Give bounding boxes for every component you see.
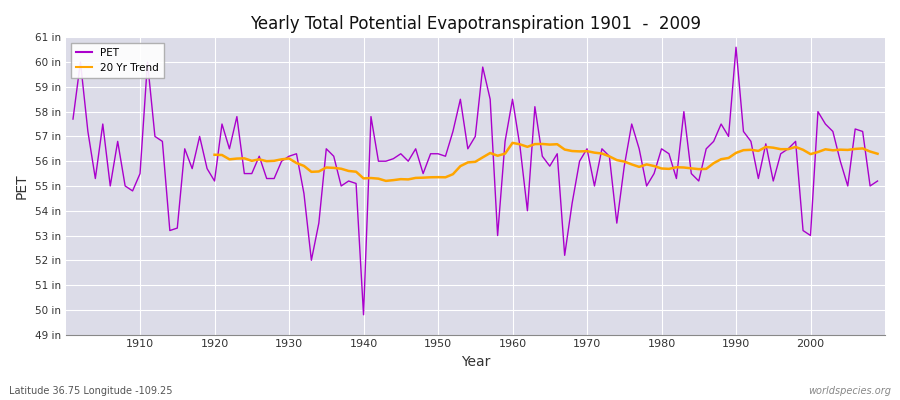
- PET: [604, 154, 615, 159]
- Text: worldspecies.org: worldspecies.org: [808, 386, 891, 396]
- PET: [291, 151, 302, 156]
- Line: PET: PET: [73, 47, 878, 315]
- Y-axis label: PET: PET: [15, 173, 29, 199]
- PET: [515, 144, 526, 149]
- 20 Yr Trend: [507, 140, 517, 145]
- Title: Yearly Total Potential Evapotranspiration 1901  -  2009: Yearly Total Potential Evapotranspiratio…: [250, 15, 701, 33]
- 20 Yr Trend: [858, 146, 868, 151]
- Legend: PET, 20 Yr Trend: PET, 20 Yr Trend: [71, 42, 164, 78]
- 20 Yr Trend: [299, 164, 310, 168]
- PET: [68, 117, 78, 122]
- 20 Yr Trend: [790, 144, 801, 149]
- PET: [731, 45, 742, 50]
- PET: [358, 312, 369, 317]
- 20 Yr Trend: [418, 175, 428, 180]
- PET: [872, 179, 883, 184]
- PET: [336, 184, 346, 188]
- Line: 20 Yr Trend: 20 Yr Trend: [214, 143, 878, 181]
- Text: Latitude 36.75 Longitude -109.25: Latitude 36.75 Longitude -109.25: [9, 386, 173, 396]
- PET: [127, 188, 138, 193]
- 20 Yr Trend: [872, 151, 883, 156]
- X-axis label: Year: Year: [461, 355, 490, 369]
- 20 Yr Trend: [686, 166, 697, 171]
- 20 Yr Trend: [775, 147, 786, 152]
- PET: [507, 97, 517, 102]
- 20 Yr Trend: [381, 178, 392, 183]
- 20 Yr Trend: [209, 152, 220, 157]
